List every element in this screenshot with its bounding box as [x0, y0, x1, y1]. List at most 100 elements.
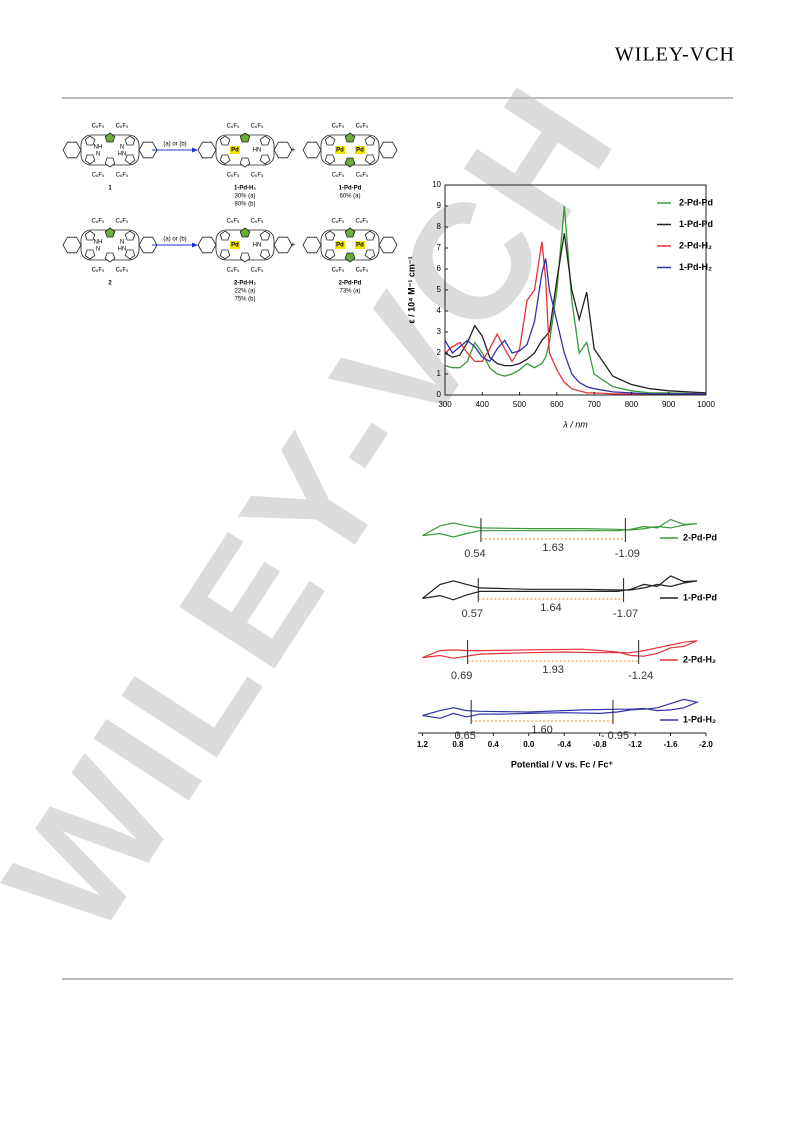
- pd-highlight: [230, 241, 240, 249]
- onset-label: -1.07: [613, 608, 638, 620]
- pyrrole-ring: [364, 230, 376, 241]
- x-tick-label: 900: [662, 400, 676, 409]
- x-tick-label: 500: [513, 400, 527, 409]
- atom: NH: [94, 145, 103, 151]
- yield: 80% (b): [234, 202, 255, 208]
- pyrrole-ring: [84, 135, 96, 146]
- pyrrole-ring: [364, 249, 376, 260]
- cyclohexane-ring: [273, 141, 293, 159]
- compound-label: 2-Pd-H₂: [234, 281, 256, 287]
- atom: Pd: [356, 148, 364, 154]
- yield: 75% (b): [234, 297, 255, 303]
- pyrrole-ring: [259, 230, 271, 241]
- substituent: C₆F₅: [332, 124, 345, 130]
- x-tick-label: 0.8: [452, 740, 464, 749]
- substituent: C₆F₅: [92, 124, 105, 130]
- x-axis-label: λ / nm: [562, 419, 588, 429]
- y-axis-label: ε / 10⁴ M⁻¹ cm⁻¹: [406, 256, 416, 323]
- x-tick-label: 0.4: [488, 740, 500, 749]
- brand: WILEY-VCH: [615, 44, 735, 66]
- pyrrole-ring: [84, 154, 96, 165]
- pyrrole-ring: [239, 252, 251, 263]
- legend-label: 1-Pd-H₂: [679, 262, 712, 272]
- compound-label: 1-Pd-H₂: [234, 186, 256, 192]
- spectrum-line: [444, 258, 706, 395]
- substituent: C₆F₅: [356, 173, 369, 179]
- gap-label: 1.63: [542, 542, 563, 554]
- pyrrole-ring: [219, 249, 231, 260]
- onset-label: -1.24: [628, 670, 653, 682]
- pyrrole-ring: [259, 154, 271, 165]
- cyclohexane-ring: [62, 236, 82, 254]
- pyrrole-ring: [124, 154, 136, 165]
- onset-label: 0.54: [464, 548, 485, 560]
- pyrrole-ring: [124, 249, 136, 260]
- y-tick-label: 9: [437, 201, 442, 210]
- atom: N: [120, 240, 124, 246]
- gap-label: 1.64: [540, 602, 561, 614]
- pd-highlight: [355, 146, 365, 154]
- atom: Pd: [231, 148, 239, 154]
- x-axis-label: Potential / V vs. Fc / Fc⁺: [511, 759, 614, 769]
- substituent: C₆F₅: [356, 124, 369, 130]
- legend-label: 1-Pd-Pd: [679, 219, 713, 229]
- atom: N: [96, 247, 100, 253]
- gap-label: 1.93: [542, 664, 563, 676]
- pyrrole-ring: [239, 132, 251, 143]
- x-tick-label: 700: [587, 400, 601, 409]
- cyclohexane-ring: [273, 236, 293, 254]
- cyclohexane-ring: [197, 236, 217, 254]
- pd-highlight: [335, 241, 345, 249]
- atom: Pd: [336, 243, 344, 249]
- onset-label: 0.57: [462, 608, 483, 620]
- substituent: C₆F₅: [116, 219, 129, 225]
- x-tick-label: 300: [438, 400, 452, 409]
- plus-sign: +: [291, 145, 296, 154]
- x-tick-label: -1.2: [628, 740, 642, 749]
- yield: 60% (a): [339, 194, 360, 200]
- substituent: C₆F₅: [332, 268, 345, 274]
- plus-sign: +: [291, 240, 296, 249]
- x-tick-label: -0.4: [557, 740, 571, 749]
- y-tick-label: 0: [437, 390, 442, 399]
- legend-label: 2-Pd-Pd: [679, 197, 713, 207]
- substituent: C₆F₅: [116, 124, 129, 130]
- pyrrole-ring: [104, 157, 116, 168]
- y-tick-label: 8: [437, 222, 442, 231]
- x-tick-label: 1.2: [417, 740, 429, 749]
- pyrrole-ring: [219, 135, 231, 146]
- x-tick-label: -0.8: [593, 740, 607, 749]
- pyrrole-ring: [344, 252, 356, 263]
- substituent: C₆F₅: [251, 268, 264, 274]
- y-tick-label: 10: [432, 180, 441, 189]
- pyrrole-ring: [259, 249, 271, 260]
- pyrrole-ring: [364, 135, 376, 146]
- substituent: C₆F₅: [332, 219, 345, 225]
- atom: Pd: [336, 148, 344, 154]
- cv-trace: [422, 518, 698, 538]
- arrow-head: [192, 147, 198, 153]
- x-tick-label: -2.0: [699, 740, 713, 749]
- cyclohexane-ring: [378, 141, 398, 159]
- atom: Pd: [356, 243, 364, 249]
- pyrrole-ring: [344, 227, 356, 238]
- x-tick-label: 600: [550, 400, 564, 409]
- substituent: C₆F₅: [251, 173, 264, 179]
- pyrrole-ring: [344, 132, 356, 143]
- atom: HN: [118, 152, 127, 158]
- pyrrole-ring: [324, 230, 336, 241]
- watermark: WILEY-VCH: [0, 59, 647, 964]
- y-tick-label: 4: [437, 306, 442, 315]
- legend-label: 2-Pd-Pd: [683, 532, 717, 542]
- pd-highlight: [355, 241, 365, 249]
- atom: HN: [253, 148, 262, 154]
- pd-highlight: [335, 146, 345, 154]
- substituent: C₆F₅: [116, 268, 129, 274]
- pyrrole-ring: [344, 157, 356, 168]
- cv-trace: [422, 575, 698, 601]
- pyrrole-ring: [104, 252, 116, 263]
- atom: Pd: [231, 243, 239, 249]
- y-tick-label: 1: [437, 369, 442, 378]
- y-tick-label: 6: [437, 264, 442, 273]
